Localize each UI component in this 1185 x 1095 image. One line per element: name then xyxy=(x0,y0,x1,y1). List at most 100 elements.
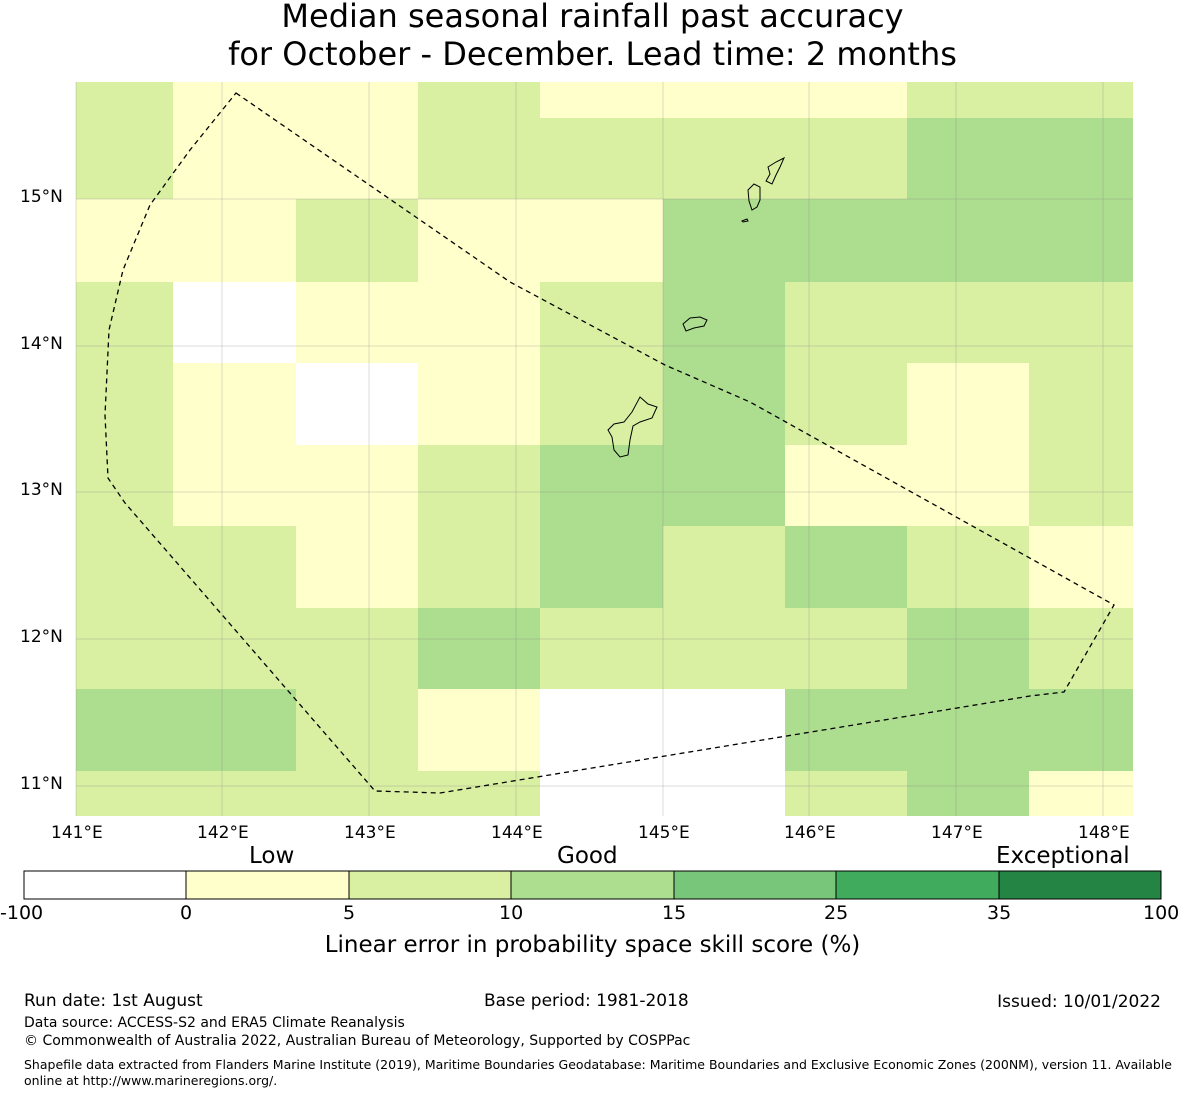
legend-colorbar xyxy=(23,870,1162,900)
skill-grid xyxy=(76,82,1133,816)
grid-cell xyxy=(540,445,785,526)
shapefile-credit: Shapefile data extracted from Flanders M… xyxy=(24,1057,1172,1088)
legend-category-exceptional: Exceptional xyxy=(996,843,1130,869)
grid-cell xyxy=(663,363,785,445)
x-tick-label: 141°E xyxy=(51,823,103,843)
data-source: Data source: ACCESS-S2 and ERA5 Climate … xyxy=(24,1015,405,1031)
legend-swatch xyxy=(510,870,675,900)
grid-cell xyxy=(1029,608,1133,689)
grid-cell xyxy=(663,526,785,608)
grid-cell xyxy=(663,199,1133,282)
grid-cell xyxy=(418,199,663,282)
graticule xyxy=(75,82,1133,816)
legend-tick-label: 10 xyxy=(499,902,524,924)
grid-cell xyxy=(418,363,540,445)
grid-cell xyxy=(76,199,296,282)
grid-cell xyxy=(418,689,540,771)
grid-cell xyxy=(907,363,1029,445)
grid-cell xyxy=(540,82,907,118)
island-outlines xyxy=(607,156,786,458)
legend-category-low: Low xyxy=(249,843,295,869)
issued-date: Issued: 10/01/2022 xyxy=(997,992,1161,1012)
grid-cell xyxy=(540,608,907,689)
x-tick-label: 142°E xyxy=(197,823,249,843)
grid-cell xyxy=(418,526,540,608)
grid-cell xyxy=(540,363,663,445)
grid-cell xyxy=(663,282,785,363)
grid-cell xyxy=(76,608,418,689)
grid-cell xyxy=(785,689,1133,771)
grid-cell xyxy=(540,118,907,199)
run-date: Run date: 1st August xyxy=(24,991,203,1011)
grid-cell xyxy=(785,445,1029,526)
grid-cell xyxy=(296,526,418,608)
grid-cell xyxy=(907,608,1029,689)
grid-cell xyxy=(296,689,418,771)
eez-boundary-line xyxy=(104,92,1115,794)
y-tick-label: 13°N xyxy=(20,480,63,500)
grid-cell xyxy=(173,82,418,199)
island-tinian xyxy=(747,183,761,211)
grid-cell xyxy=(296,363,418,445)
legend-tick-label: 0 xyxy=(180,902,193,924)
grid-cell xyxy=(907,118,1133,199)
base-period: Base period: 1981-2018 xyxy=(484,991,689,1011)
grid-cell xyxy=(296,199,418,282)
legend-swatch xyxy=(23,870,187,900)
x-tick-label: 143°E xyxy=(344,823,396,843)
island-saipan xyxy=(765,156,786,185)
grid-cell xyxy=(76,445,173,526)
x-tick-label: 145°E xyxy=(638,823,690,843)
legend-swatch xyxy=(998,870,1162,900)
grid-cell xyxy=(907,771,1029,816)
grid-cell xyxy=(1029,445,1133,526)
grid-cell xyxy=(173,363,296,445)
grid-cell xyxy=(76,771,540,816)
x-tick-label: 147°E xyxy=(931,823,983,843)
legend-swatch xyxy=(673,870,837,900)
island-rota xyxy=(682,316,708,332)
legend-tick-label: 15 xyxy=(662,902,687,924)
grid-cell xyxy=(785,363,907,445)
grid-cell xyxy=(76,689,296,771)
grid-cell xyxy=(76,363,173,445)
grid-cell xyxy=(907,82,1133,118)
grid-cell xyxy=(173,445,418,526)
grid-cell xyxy=(418,445,540,526)
legend-swatch xyxy=(185,870,350,900)
island-aguijan xyxy=(741,218,749,223)
legend-tick-label: 5 xyxy=(343,902,356,924)
map-title-line-1: Median seasonal rainfall past accuracy xyxy=(281,0,904,35)
y-tick-label: 14°N xyxy=(20,334,63,354)
copyright: © Commonwealth of Australia 2022, Austra… xyxy=(24,1033,691,1049)
grid-cell xyxy=(1029,363,1133,445)
grid-cell xyxy=(540,282,663,363)
legend-swatch xyxy=(835,870,1000,900)
grid-cell xyxy=(785,771,907,816)
x-tick-label: 146°E xyxy=(784,823,836,843)
grid-cell xyxy=(296,282,540,363)
grid-cell xyxy=(540,526,663,608)
grid-cell xyxy=(418,608,540,689)
grid-cell xyxy=(76,282,173,363)
grid-cell xyxy=(540,689,785,771)
grid-cell xyxy=(540,771,785,816)
legend-swatch xyxy=(348,870,512,900)
grid-cell xyxy=(1029,771,1133,816)
grid-cell xyxy=(785,282,1133,363)
island-guam xyxy=(607,396,658,458)
y-tick-label: 12°N xyxy=(20,627,63,647)
map-title-line-2: for October - December. Lead time: 2 mon… xyxy=(228,35,957,73)
y-tick-label: 15°N xyxy=(20,187,63,207)
legend-tick-label: 100 xyxy=(1143,902,1180,924)
grid-cell xyxy=(173,282,296,363)
x-tick-label: 144°E xyxy=(491,823,543,843)
x-tick-label: 148°E xyxy=(1078,823,1130,843)
legend-tick-label: -100 xyxy=(0,902,44,924)
grid-cell xyxy=(76,82,173,199)
legend-tick-label: 25 xyxy=(824,902,849,924)
grid-cell xyxy=(76,526,296,608)
legend-category-good: Good xyxy=(557,843,618,869)
y-tick-label: 11°N xyxy=(20,774,63,794)
